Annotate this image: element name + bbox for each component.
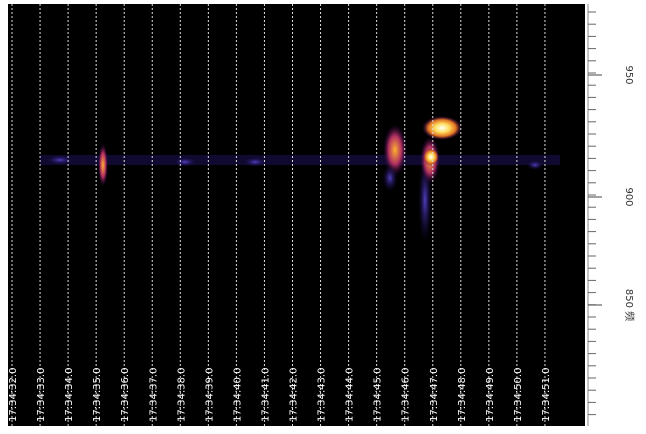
time-label: 17:34:46.0	[401, 368, 412, 422]
time-label: 17:34:41.0	[260, 368, 271, 422]
time-label: 17:34:33.0	[36, 368, 47, 422]
time-label: 17:34:42.0	[289, 368, 300, 422]
frequency-label: 950	[623, 65, 634, 84]
time-label: 17:34:34.0	[64, 368, 75, 422]
time-label: 17:34:35.0	[92, 368, 103, 422]
time-label: 17:34:49.0	[485, 368, 496, 422]
time-label: 17:34:43.0	[317, 368, 328, 422]
time-label: 17:34:38.0	[176, 368, 187, 422]
time-label: 17:34:39.0	[204, 368, 215, 422]
time-label: 17:34:50.0	[513, 368, 524, 422]
time-label: 17:34:44.0	[345, 368, 356, 422]
time-label: 17:34:32.0	[8, 368, 19, 422]
time-label: 17:34:37.0	[148, 368, 159, 422]
time-label: 17:34:48.0	[457, 368, 468, 422]
time-label: 17:34:40.0	[232, 368, 243, 422]
plot-area	[8, 4, 585, 426]
time-label: 17:34:36.0	[120, 368, 131, 422]
time-label: 17:34:45.0	[373, 368, 384, 422]
spectrogram-view: 17:34:32.0 17:34:33.0 17:34:34.0 17:34:35.0…	[0, 0, 646, 430]
time-label: 17:34:51.0	[541, 368, 552, 422]
time-label: 17:34:47.0	[429, 368, 440, 422]
frequency-label: 850 频	[623, 289, 636, 321]
frequency-label: 900	[623, 187, 634, 206]
